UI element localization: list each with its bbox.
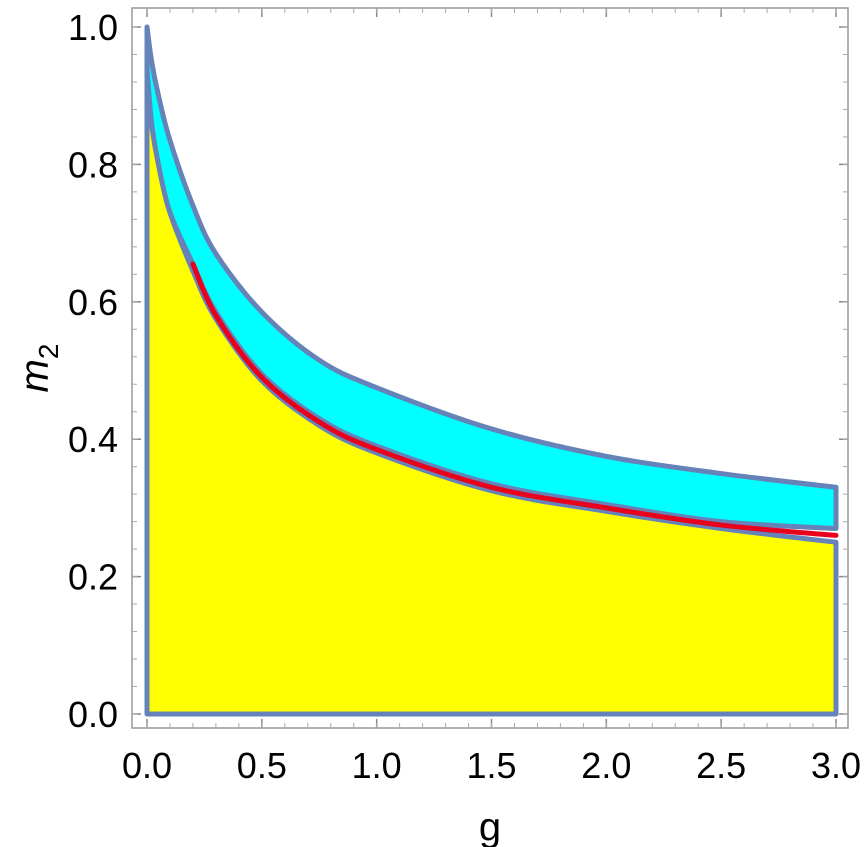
x-tick-label-6: 3.0 — [811, 745, 861, 786]
red-curve-layer — [190, 261, 839, 538]
x-tick-label-5: 2.5 — [696, 745, 746, 786]
plot-frame — [131, 7, 849, 729]
x-tick-label-0: 0.0 — [122, 745, 172, 786]
y-tick-label-3: 0.6 — [68, 282, 118, 323]
y-tick-label-4: 0.8 — [68, 144, 118, 185]
x-axis-title: g — [479, 805, 501, 847]
y-axis-title-sub: 2 — [33, 344, 64, 360]
series-line-0 — [190, 261, 839, 538]
frame-box — [131, 7, 849, 729]
x-tick-label-4: 2.0 — [581, 745, 631, 786]
x-tick-label-1: 0.5 — [237, 745, 287, 786]
yellow-region — [144, 65, 839, 717]
plot-regions — [144, 24, 839, 717]
y-tick-label-0: 0.0 — [68, 694, 118, 735]
y-axis: 0.0 0.2 0.4 0.6 0.8 1.0 — [68, 7, 848, 735]
y-tick-label-5: 1.0 — [68, 7, 118, 48]
x-tick-label-2: 1.0 — [352, 745, 402, 786]
y-tick-label-2: 0.4 — [68, 419, 118, 460]
x-axis: 0.0 0.5 1.0 1.5 2.0 2.5 3.0 — [122, 8, 861, 786]
y-axis-title-main: m — [13, 359, 57, 392]
y-axis-title: m2 — [13, 344, 64, 393]
y-tick-label-1: 0.2 — [68, 557, 118, 598]
x-tick-label-3: 1.5 — [466, 745, 516, 786]
